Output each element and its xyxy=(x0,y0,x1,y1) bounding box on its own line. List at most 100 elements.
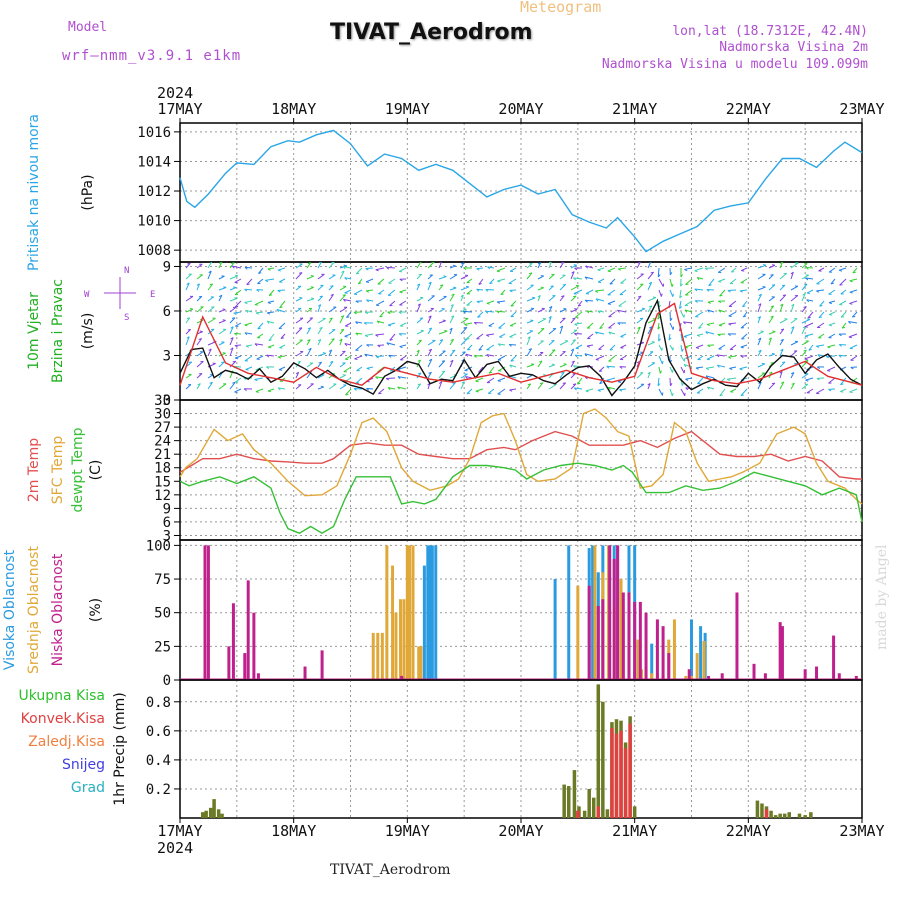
wind-arrow xyxy=(804,355,814,360)
wind-arrow-head xyxy=(464,324,468,327)
wind-arrow xyxy=(486,333,495,336)
wind-arrow-head xyxy=(584,276,588,280)
wind-arrow-head xyxy=(805,267,809,270)
wind-arrow-head xyxy=(577,382,581,385)
wind-arrow xyxy=(449,274,458,280)
wind-arrow xyxy=(464,322,473,325)
bar-ukupna-kisa xyxy=(773,815,778,818)
wind-arrow xyxy=(717,267,726,273)
wind-arrow xyxy=(229,297,238,302)
wind-arrow-head xyxy=(428,358,433,362)
wind-arrow xyxy=(295,351,304,357)
bar-srednja-oblacnost xyxy=(402,599,406,680)
wind-arrow-head xyxy=(257,327,261,330)
wind-arrow xyxy=(647,271,655,280)
wind-arrow xyxy=(548,316,552,324)
wind-arrow xyxy=(427,371,432,379)
bar-srednja-oblacnost xyxy=(593,545,597,680)
date-label-bottom: 19MAY xyxy=(385,822,430,840)
wind-arrow-head xyxy=(450,359,454,363)
wind-arrow-head xyxy=(577,304,582,307)
wind-arrow xyxy=(849,344,858,349)
wind-arrow xyxy=(828,300,836,304)
wind-arrow xyxy=(537,382,544,390)
wind-arrow-head xyxy=(771,382,775,385)
wind-arrow xyxy=(597,388,605,391)
wind-arrow-head xyxy=(417,303,421,306)
wind-arrow xyxy=(830,278,836,285)
wind-arrow xyxy=(207,328,215,335)
wind-arrow xyxy=(497,388,506,395)
wind-arrow-head xyxy=(256,289,260,292)
wind-arrow xyxy=(207,306,215,313)
wind-arrow xyxy=(375,333,385,336)
wind-arrow-head xyxy=(418,372,422,375)
wind-arrow xyxy=(398,267,407,272)
wind-arrow xyxy=(658,344,663,351)
wind-arrow xyxy=(804,333,814,337)
wind-arrow-head xyxy=(331,338,335,340)
wind-arrow-head xyxy=(617,268,622,271)
wind-arrow-head xyxy=(585,265,589,269)
y-tick-label: 0.6 xyxy=(146,724,171,740)
wind-arrow-head xyxy=(647,383,651,386)
wind-arrow-head xyxy=(209,381,213,384)
wind-arrow xyxy=(570,317,576,324)
wind-arrow-head xyxy=(660,293,663,297)
wind-arrow xyxy=(218,287,227,291)
wind-arrow xyxy=(619,355,627,360)
wind-arrow xyxy=(570,383,577,390)
wind-arrow xyxy=(328,361,334,368)
wind-arrow-head xyxy=(465,353,469,357)
wind-arrow-head xyxy=(828,388,832,392)
wind-arrow-head xyxy=(449,327,453,331)
wind-arrow xyxy=(526,336,531,346)
unit-label: (m/s) xyxy=(80,313,96,350)
wind-arrow-head xyxy=(548,315,552,319)
wind-arrow-head xyxy=(649,326,653,329)
wind-arrow xyxy=(365,267,374,270)
wind-arrow-head xyxy=(586,345,590,348)
wind-arrow-head xyxy=(387,311,391,315)
wind-arrow-head xyxy=(657,274,661,278)
wind-arrow-head xyxy=(608,331,612,335)
wind-arrow-head xyxy=(679,295,683,299)
wind-arrow-head xyxy=(343,264,347,267)
wind-arrow xyxy=(801,283,808,291)
wind-arrow xyxy=(526,320,534,324)
wind-arrow-head xyxy=(199,330,203,333)
wind-arrow xyxy=(570,339,576,346)
wind-arrow-head xyxy=(537,295,541,298)
bar-niska-oblacnost xyxy=(667,653,671,680)
wind-arrow xyxy=(366,387,374,390)
watermark: made by Angel xyxy=(874,544,890,650)
wind-arrow-head xyxy=(486,302,490,305)
wind-arrow xyxy=(559,325,564,335)
wind-arrow-head xyxy=(375,376,379,380)
wind-arrow-head xyxy=(198,338,202,341)
compass-label: N xyxy=(124,266,129,276)
wind-arrow-head xyxy=(230,347,234,351)
wind-arrow-head xyxy=(267,268,271,271)
wind-arrow xyxy=(344,277,352,280)
wind-arrow xyxy=(416,297,424,302)
wind-arrow xyxy=(306,383,314,390)
wind-arrow xyxy=(768,284,776,291)
wind-arrow-head xyxy=(365,268,369,271)
wind-arrow xyxy=(570,264,577,269)
wind-arrow xyxy=(718,344,726,350)
wind-arrow-head xyxy=(807,316,811,319)
wind-arrow xyxy=(818,311,825,319)
wind-arrow-head xyxy=(266,366,270,370)
wind-arrow xyxy=(207,348,212,357)
wind-arrow-head xyxy=(694,288,698,292)
wind-arrow xyxy=(497,278,506,282)
panel-wind: 0 3 6 9 10m Vjetar Brzina i Pravac (m/s) N S E W xyxy=(26,259,863,409)
wind-arrow-head xyxy=(648,305,653,308)
wind-arrow xyxy=(306,348,312,357)
wind-arrow-head xyxy=(572,339,576,341)
wind-arrow-head xyxy=(417,359,421,362)
wind-arrow xyxy=(438,339,444,346)
wind-arrow xyxy=(328,338,335,346)
